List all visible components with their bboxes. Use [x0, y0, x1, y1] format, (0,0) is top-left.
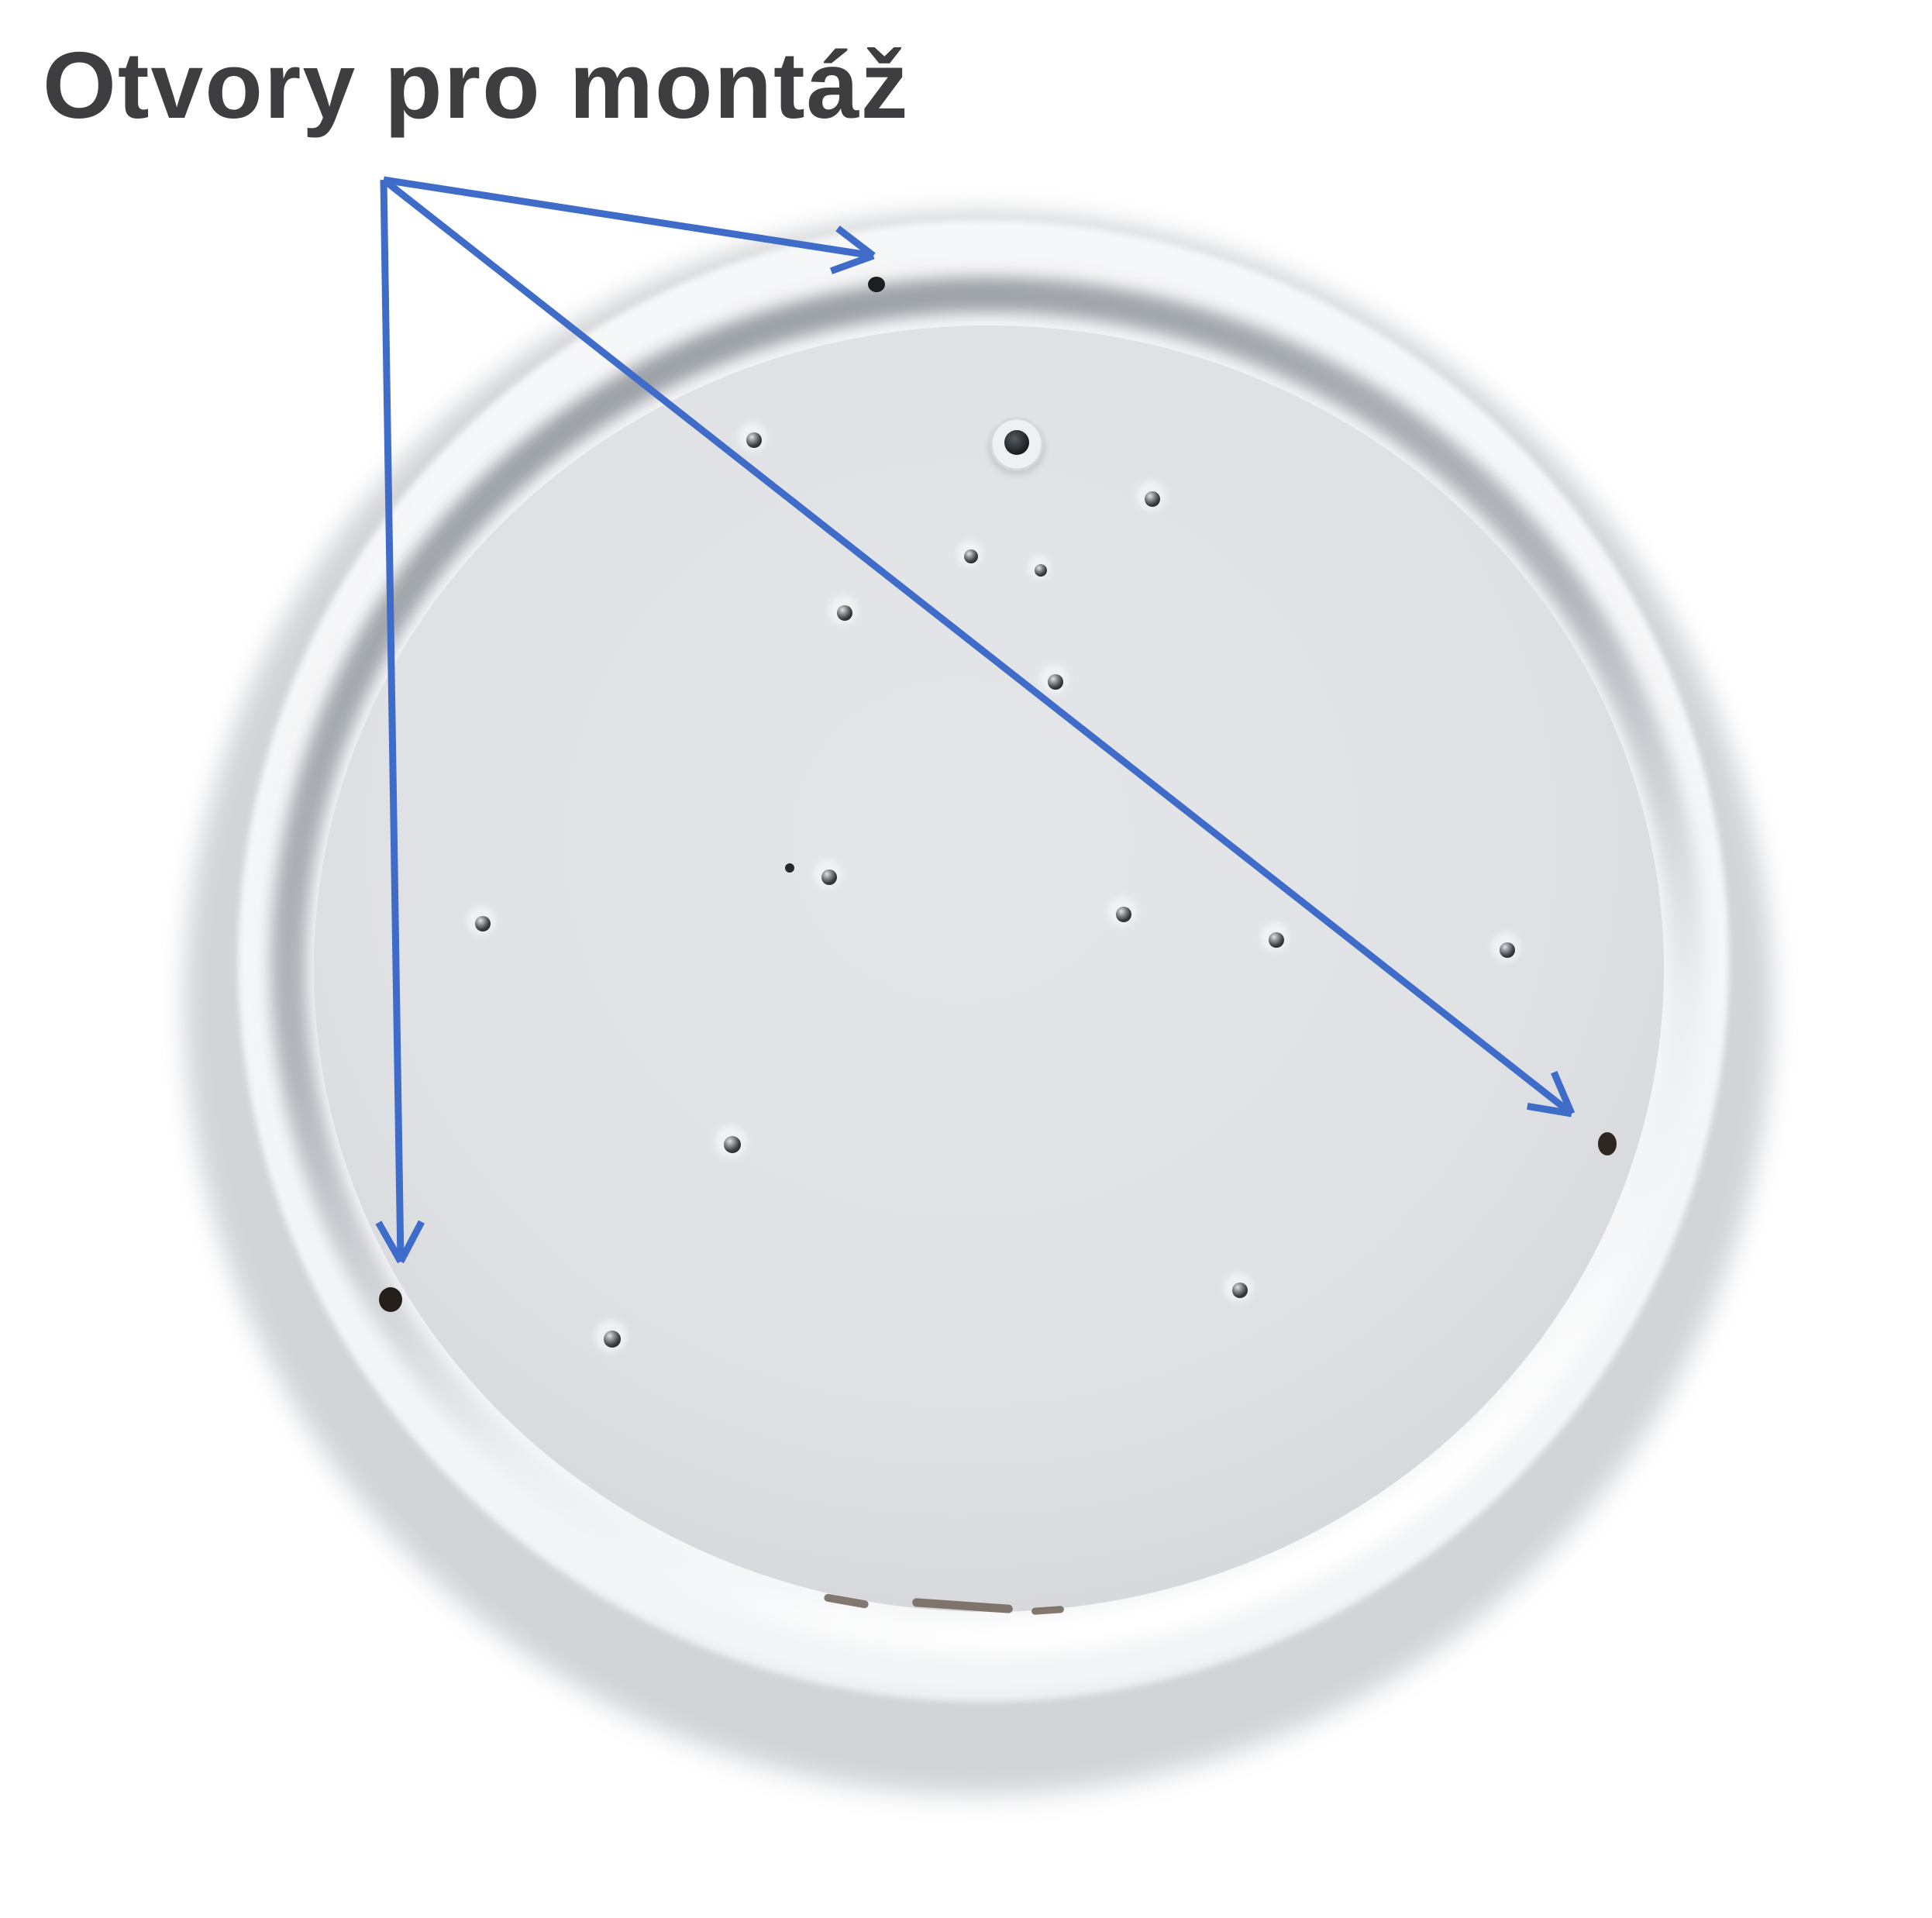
screw-head-icon: [1116, 907, 1131, 922]
arrowhead-barb: [835, 226, 876, 259]
vent-slot: [824, 1593, 869, 1609]
annotation-title: Otvory pro montáž: [43, 33, 910, 138]
arrow-shaft: [383, 176, 874, 260]
vent-slot: [912, 1598, 1013, 1613]
screw-head-icon: [746, 432, 762, 448]
arrowhead-barb: [398, 1220, 425, 1264]
screw-head-icon: [1035, 564, 1047, 577]
arrowhead-barb: [1551, 1070, 1576, 1115]
arrow-shaft: [380, 179, 405, 1262]
arrow-to-top-hole: [383, 176, 876, 274]
screw-head-icon: [1269, 932, 1284, 948]
grommet-hole: [1004, 430, 1029, 455]
cable-grommet: [988, 417, 1045, 475]
screw-head-icon: [964, 549, 978, 563]
mounting-hole: [1598, 1132, 1617, 1155]
arrowhead-barb: [375, 1221, 404, 1264]
screw-head-icon: [1048, 674, 1063, 690]
vent-slot: [1031, 1606, 1064, 1615]
screw-head-icon: [1232, 1283, 1248, 1298]
arrow-shaft: [381, 177, 1574, 1117]
back-plate: [314, 325, 1664, 1612]
pilot-hole-dot: [785, 863, 794, 873]
screw-head-icon: [604, 1331, 621, 1348]
annotation-arrows: [375, 176, 1576, 1264]
mounting-hole: [379, 1287, 402, 1312]
arrow-to-right-hole: [381, 177, 1576, 1117]
screw-heads: [467, 422, 1520, 1352]
screw-head-icon: [837, 605, 852, 621]
arrowhead-barb: [1527, 1102, 1572, 1117]
arrow-to-bottom-left-hole: [375, 179, 425, 1264]
arrowhead-barb: [829, 252, 875, 274]
mounting-holes: [379, 277, 1617, 1312]
mounting-hole: [868, 277, 885, 292]
screw-head-icon: [1500, 942, 1515, 958]
ceiling-light-back-photo: [158, 200, 1798, 1830]
groove-ring: [270, 277, 1704, 1655]
screw-head-icon: [821, 869, 837, 885]
bottom-edge-vents: [824, 1593, 1064, 1615]
screw-head-icon: [475, 916, 491, 931]
screw-head-icon: [1145, 491, 1160, 507]
screw-head-icon: [724, 1136, 741, 1153]
